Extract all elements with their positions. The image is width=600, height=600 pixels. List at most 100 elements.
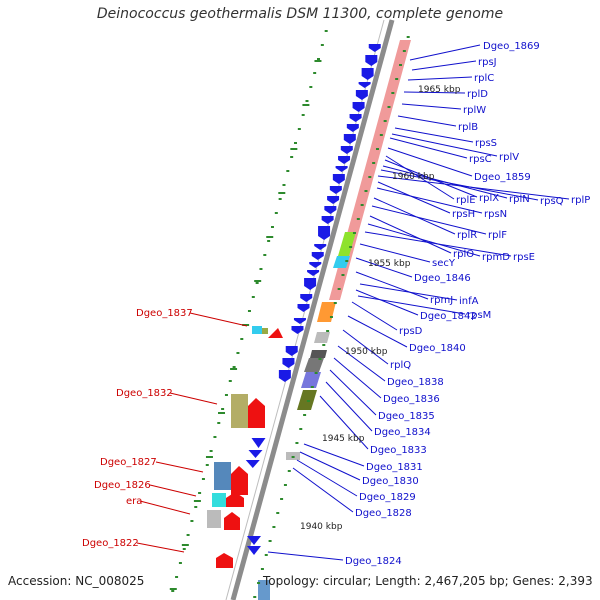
gene-label-Dgeo_1842[interactable]: Dgeo_1842 xyxy=(420,311,477,322)
scale-tick-inner xyxy=(333,302,337,304)
forward-gene-arrow xyxy=(321,216,334,224)
gene-label-rpsN[interactable]: rpsN xyxy=(484,209,507,220)
gene-label-rplQ[interactable]: rplQ xyxy=(390,360,411,371)
forward-gene-arrow xyxy=(282,358,295,368)
gene-label-rplB[interactable]: rplB xyxy=(458,122,478,133)
scale-tick-outer xyxy=(313,72,317,74)
gene-label-rpsQ[interactable]: rpsQ xyxy=(540,196,564,207)
gene-label-rplO[interactable]: rplO xyxy=(453,249,474,260)
scale-tick-inner xyxy=(326,330,330,332)
gene-label-rpmD[interactable]: rpmD xyxy=(482,252,510,263)
forward-gene-arrow xyxy=(324,206,337,214)
leader-line-blue xyxy=(377,181,451,214)
scale-tick-outer xyxy=(182,548,186,550)
gene-label-Dgeo_1834[interactable]: Dgeo_1834 xyxy=(374,427,431,438)
gene-label-rplP[interactable]: rplP xyxy=(571,195,590,206)
gene-label-Dgeo_1824[interactable]: Dgeo_1824 xyxy=(345,556,402,567)
scale-tick-inner xyxy=(280,498,284,500)
scale-tick-inner xyxy=(395,78,399,80)
gene-label-Dgeo_1822[interactable]: Dgeo_1822 xyxy=(82,538,139,549)
scale-tick-inner xyxy=(383,120,387,122)
scale-tick-inner xyxy=(295,442,299,444)
gene-label-Dgeo_1826[interactable]: Dgeo_1826 xyxy=(94,480,151,491)
gene-label-rplF[interactable]: rplF xyxy=(488,230,507,241)
scale-tick-inner xyxy=(329,316,333,318)
scale-tick-inner xyxy=(349,246,353,248)
gene-label-infA[interactable]: infA xyxy=(459,296,479,307)
gene-label-rplX[interactable]: rplX xyxy=(479,193,499,204)
scale-tick-major xyxy=(169,588,177,590)
gene-label-Dgeo_1832[interactable]: Dgeo_1832 xyxy=(116,388,173,399)
forward-gene-arrow xyxy=(311,252,324,260)
scale-tick-outer xyxy=(270,226,274,228)
forward-gene-arrow xyxy=(355,90,368,100)
scale-tick-major xyxy=(266,236,274,238)
gene-label-rpsH[interactable]: rpsH xyxy=(452,209,475,220)
scale-tick-inner xyxy=(402,50,406,52)
gene-label-secY[interactable]: secY xyxy=(432,258,456,269)
forward-gene-arrow xyxy=(245,460,260,468)
gene-label-rplW[interactable]: rplW xyxy=(463,105,486,116)
gene-label-rpsJ[interactable]: rpsJ xyxy=(478,57,497,68)
scale-tick-outer xyxy=(209,450,213,452)
gene-label-Dgeo_1838[interactable]: Dgeo_1838 xyxy=(387,377,444,388)
scale-tick-outer xyxy=(240,338,244,340)
gene-label-rplV[interactable]: rplV xyxy=(499,152,519,163)
scale-tick-outer xyxy=(186,534,190,536)
gene-label-rpsE[interactable]: rpsE xyxy=(513,252,535,263)
scale-tick-major xyxy=(181,544,189,546)
scale-tick-inner xyxy=(387,106,391,108)
gene-label-rpsD[interactable]: rpsD xyxy=(399,326,423,337)
gene-label-Dgeo_1831[interactable]: Dgeo_1831 xyxy=(366,462,423,473)
forward-gene-arrow xyxy=(251,438,266,448)
gene-label-rplD[interactable]: rplD xyxy=(467,89,488,100)
gene-label-Dgeo_1829[interactable]: Dgeo_1829 xyxy=(359,492,416,503)
gene-label-era[interactable]: era xyxy=(126,496,142,507)
gene-label-Dgeo_1846[interactable]: Dgeo_1846 xyxy=(414,273,471,284)
feature-block-darkgray xyxy=(304,358,324,372)
reverse-gene-arrow xyxy=(268,328,283,338)
gene-label-Dgeo_1869[interactable]: Dgeo_1869 xyxy=(483,41,540,52)
scale-tick-major xyxy=(290,148,298,150)
forward-gene-arrow xyxy=(352,102,365,112)
leader-line-red xyxy=(169,392,218,405)
gene-label-Dgeo_1840[interactable]: Dgeo_1840 xyxy=(409,343,466,354)
gene-label-Dgeo_1827[interactable]: Dgeo_1827 xyxy=(100,457,157,468)
gene-label-Dgeo_1833[interactable]: Dgeo_1833 xyxy=(370,445,427,456)
gene-label-Dgeo_1837[interactable]: Dgeo_1837 xyxy=(136,308,193,319)
leader-line-blue xyxy=(296,459,358,497)
gene-label-rpsC[interactable]: rpsC xyxy=(469,154,492,165)
scale-tick-outer xyxy=(286,170,290,172)
gene-label-rplE[interactable]: rplE xyxy=(456,195,476,206)
gene-label-rpsM[interactable]: rpsM xyxy=(467,310,491,321)
forward-gene-arrow xyxy=(340,146,353,154)
gene-label-rpmJ[interactable]: rpmJ xyxy=(430,295,453,306)
leader-line-blue xyxy=(369,215,452,254)
gene-label-Dgeo_1859[interactable]: Dgeo_1859 xyxy=(474,172,531,183)
gene-label-rplR[interactable]: rplR xyxy=(457,230,477,241)
scale-tick-outer xyxy=(224,394,228,396)
scale-tick-inner xyxy=(283,484,287,486)
map-title: Deinococcus geothermalis DSM 11300, comp… xyxy=(96,6,504,22)
scale-tick-inner xyxy=(399,64,403,66)
forward-gene-arrow xyxy=(335,166,348,172)
forward-gene-arrow xyxy=(365,55,378,66)
gene-label-rpsS[interactable]: rpsS xyxy=(475,138,497,149)
leader-line-red xyxy=(149,484,197,497)
scale-tick-inner xyxy=(364,190,368,192)
scale-tick-inner xyxy=(264,554,268,556)
gene-label-Dgeo_1828[interactable]: Dgeo_1828 xyxy=(355,508,412,519)
gene-label-rplC[interactable]: rplC xyxy=(474,73,494,84)
gene-label-rplN[interactable]: rplN xyxy=(509,194,530,205)
scale-tick-major xyxy=(254,280,262,282)
genome-backbone xyxy=(230,19,395,600)
leader-line-blue xyxy=(387,147,473,177)
leader-line-blue xyxy=(371,205,487,235)
scale-tick-outer xyxy=(274,212,278,214)
gene-label-Dgeo_1835[interactable]: Dgeo_1835 xyxy=(378,411,435,422)
gene-label-Dgeo_1830[interactable]: Dgeo_1830 xyxy=(362,476,419,487)
leader-line-blue xyxy=(367,223,481,257)
forward-gene-arrow xyxy=(358,82,371,88)
gene-label-Dgeo_1836[interactable]: Dgeo_1836 xyxy=(383,394,440,405)
